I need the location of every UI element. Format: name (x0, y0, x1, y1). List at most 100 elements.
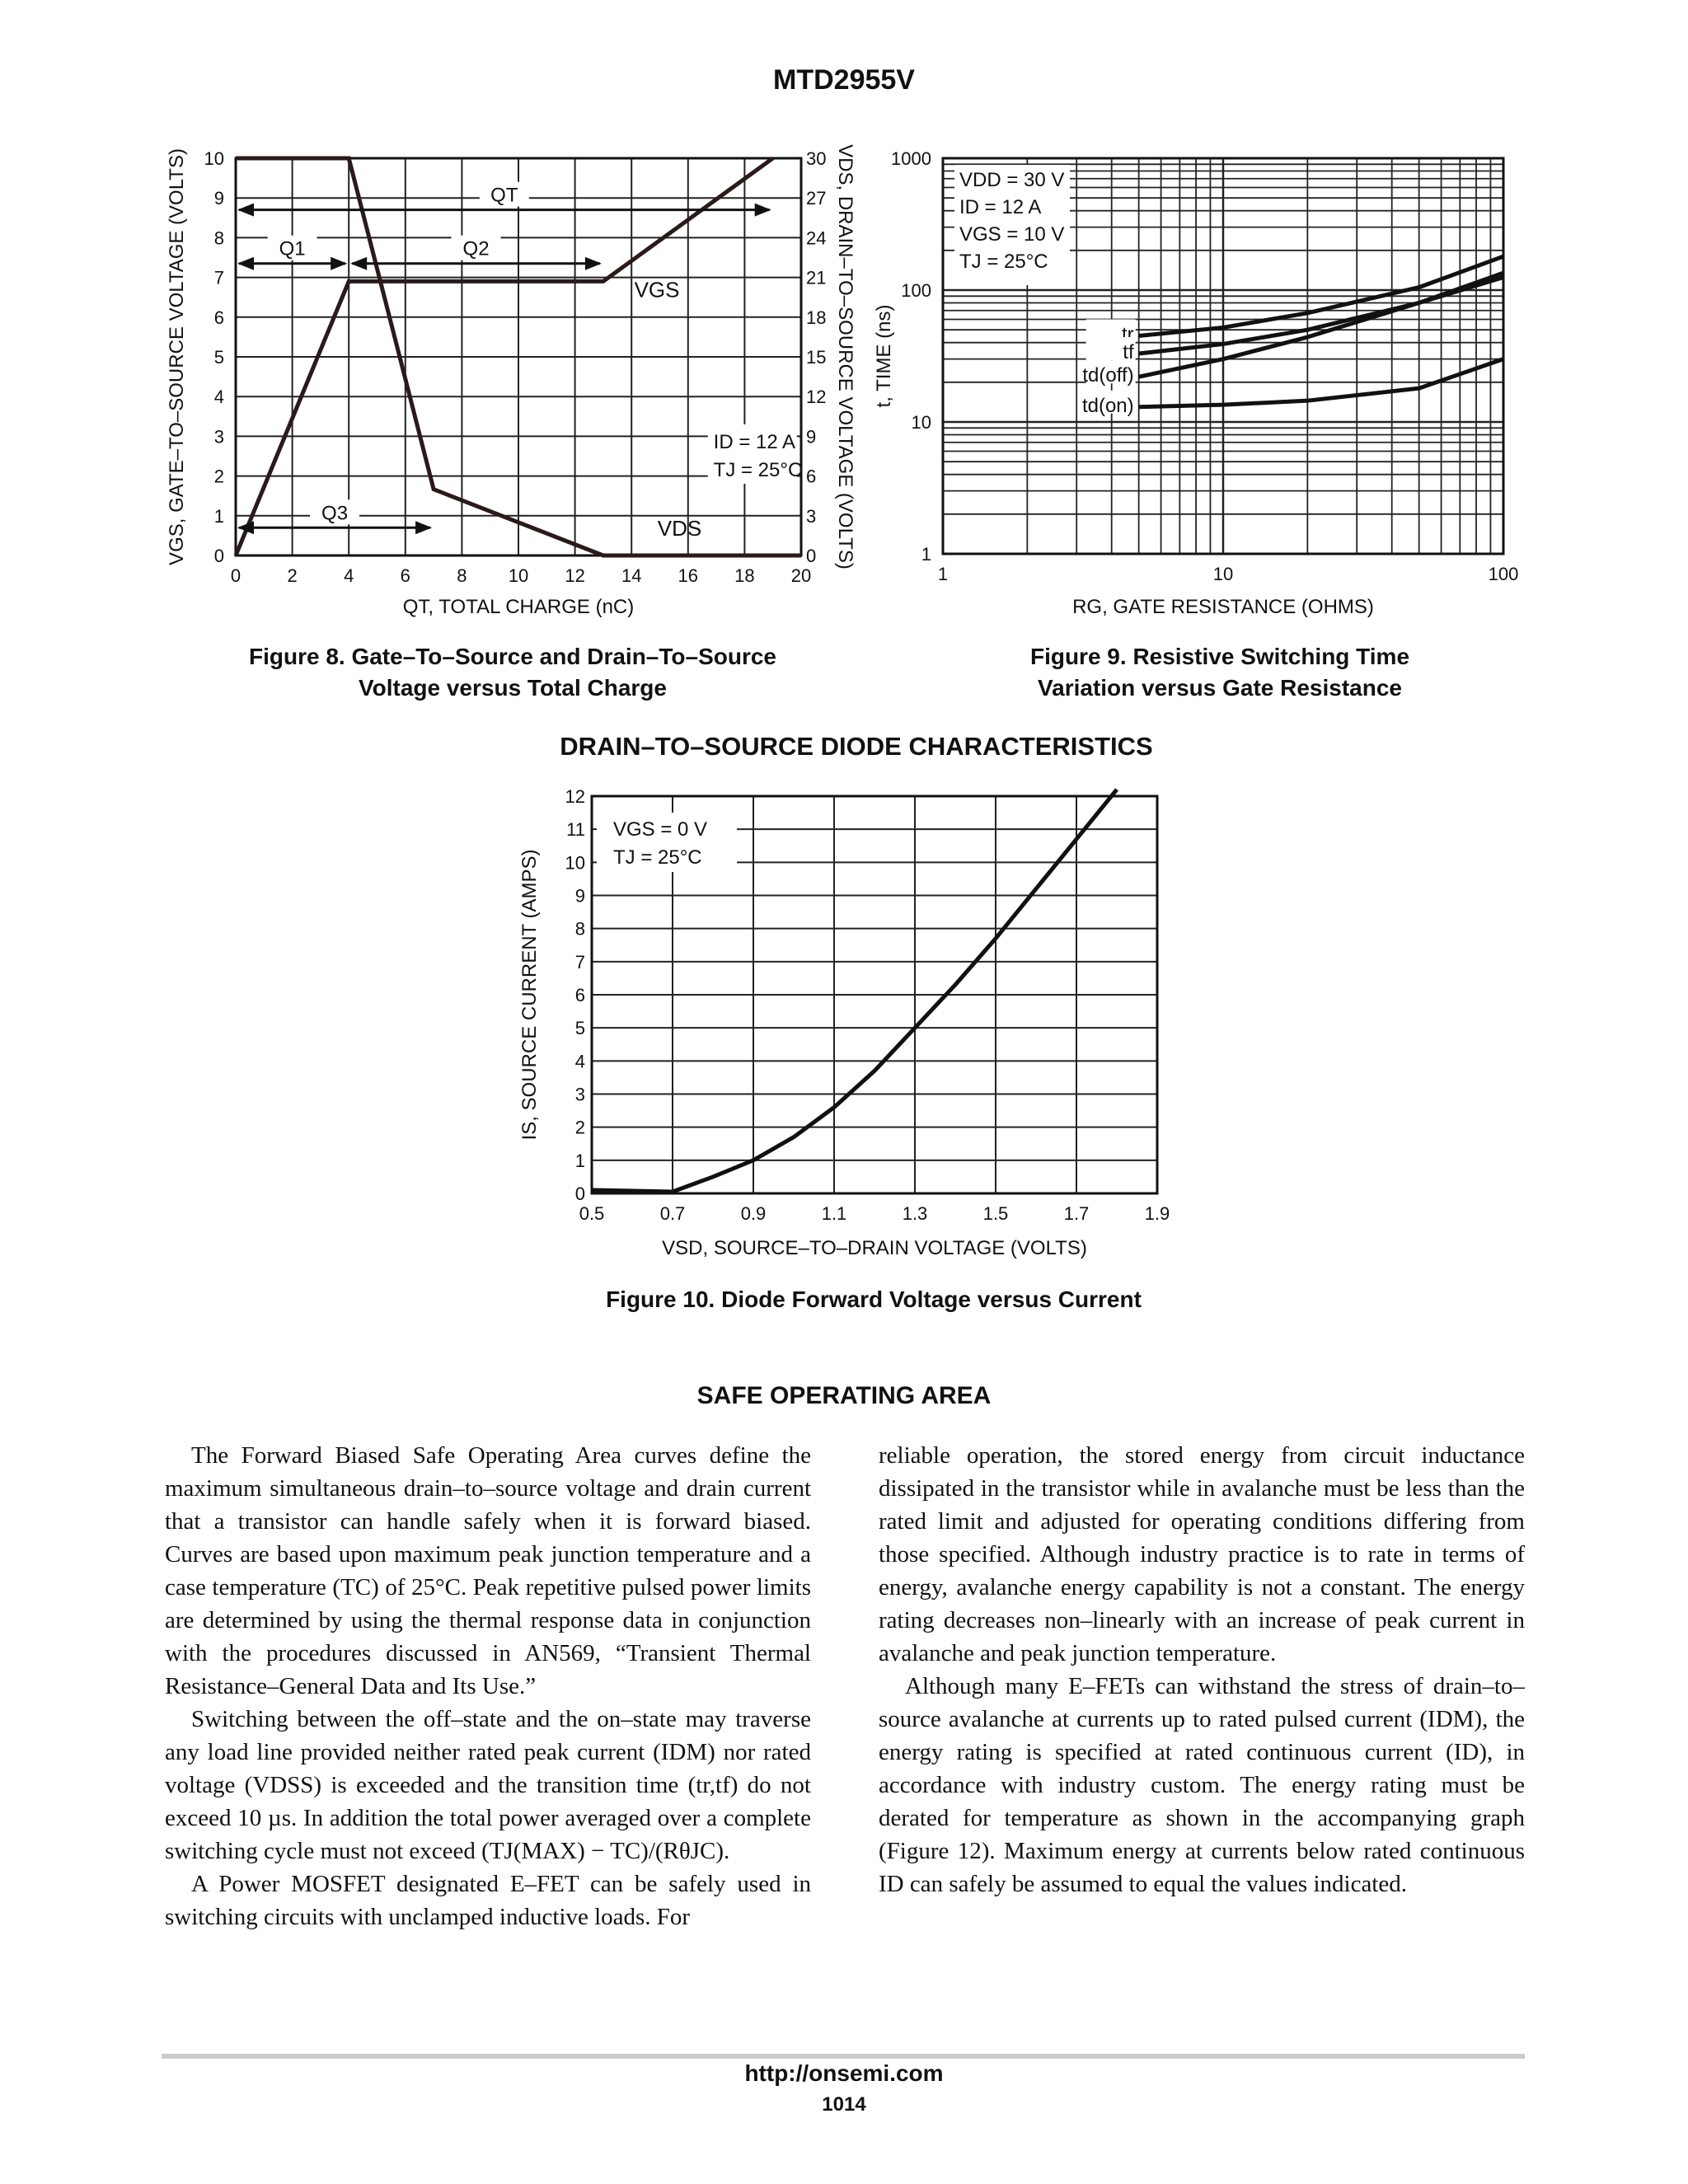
series-line-tdoff (1138, 275, 1504, 379)
y2-tick-label: 3 (806, 506, 816, 527)
condition-text: TJ = 25°C (714, 459, 803, 481)
y-tick-label: 5 (575, 1018, 585, 1038)
gate-charge-chart: 0 2 4 6 8 10 12 14 16 18 2001234567891003691215182… (166, 144, 856, 618)
x-tick-label: 16 (678, 565, 698, 586)
footer-divider (162, 2054, 1525, 2059)
y-tick-label: 8 (575, 919, 585, 940)
soa-heading: SAFE OPERATING AREA (696, 1382, 992, 1409)
y-tick-label: 7 (575, 952, 585, 972)
series-line-tf (1138, 270, 1504, 356)
x-tick-label: 20 (791, 565, 811, 586)
y-tick-label: 2 (214, 466, 224, 487)
y-tick-label: 3 (214, 426, 224, 447)
series-label: td(off) (1082, 364, 1133, 387)
y-tick-label: 4 (575, 1051, 585, 1071)
condition-backdrop (597, 813, 737, 872)
y2-tick-label: 9 (806, 426, 816, 447)
x-tick-label: 14 (621, 565, 641, 586)
series-label: td(on) (1082, 395, 1134, 417)
paragraph: A Power MOSFET designated E–FET can be s… (165, 1871, 811, 1930)
plot-frame (590, 794, 1159, 1195)
dimension-label: QT (490, 185, 518, 207)
condition-text: VDD = 30 V (959, 169, 1064, 191)
arrowhead (754, 203, 771, 217)
series-label: tf (1123, 341, 1134, 363)
fig9-caption-line1: Figure 9. Resistive Switching Time (1029, 644, 1410, 669)
y2-axis-label: VDS, DRAIN–TO–SOURCE VOLTAGE (VOLTS) (834, 144, 856, 569)
page-number: 1014 (822, 2093, 866, 2116)
y-tick-label: 12 (565, 786, 585, 807)
arrowhead (584, 256, 602, 270)
x-tick-label: 6 (401, 565, 410, 586)
x-tick-label: 1.5 (983, 1203, 1009, 1224)
series-line-vds (236, 156, 801, 558)
y-tick-label: 1 (214, 506, 224, 527)
fig8-caption-line2: Voltage versus Total Charge (359, 675, 667, 701)
x-tick-label: 1.7 (1064, 1203, 1090, 1224)
y2-tick-label: 12 (806, 387, 826, 407)
x-tick-label: 0.5 (579, 1203, 605, 1224)
arrowhead (415, 521, 433, 535)
y-tick-label: 4 (214, 387, 224, 407)
y2-tick-label: 6 (806, 466, 816, 487)
y-tick-label: 6 (214, 307, 224, 328)
y-axis-label: IS, SOURCE CURRENT (AMPS) (518, 850, 541, 1141)
label-backdrop (479, 181, 529, 207)
condition-backdrop (707, 424, 797, 484)
x-tick-label: 4 (344, 565, 354, 586)
label-backdrop (451, 235, 501, 260)
y-axis-label: VGS, GATE–TO–SOURCE VOLTAGE (VOLTS) (166, 148, 188, 565)
x-tick-label: 0.7 (660, 1203, 686, 1224)
label-backdrop (267, 235, 317, 260)
x-tick-label: 1 (938, 564, 948, 584)
y-tick-label: 9 (575, 886, 585, 907)
y-tick-label: 10 (204, 148, 224, 169)
condition-backdrop (954, 165, 1070, 285)
switching-time-chart: 1 10 100 1 10 100 1000 RG, GATE RESISTANCE (OHM… (873, 148, 1518, 618)
fig10-caption: Figure 10. Diode Forward Voltage versus … (606, 1286, 1142, 1312)
y2-tick-label: 18 (806, 307, 826, 328)
arrowhead (237, 521, 254, 535)
label-backdrop (310, 499, 360, 525)
condition-text: TJ = 25°C (613, 846, 702, 869)
x-tick-label: 18 (734, 565, 754, 586)
series-line-tdon (1138, 357, 1504, 410)
y-tick-label: 8 (214, 227, 224, 248)
fig9-caption-line2: Variation versus Gate Resistance (1038, 675, 1402, 701)
y-tick-label: 100 (901, 280, 931, 301)
series-line-is (591, 788, 1118, 1194)
x-tick-label: 1.3 (903, 1203, 928, 1224)
diode-forward-chart: 0.5 0.7 0.9 1.1 1.3 1.5 1.7 1.90123456789101112… (518, 786, 1170, 1259)
dimension-label: Q3 (321, 502, 348, 524)
dimension-label: Q2 (463, 238, 490, 260)
plot-frame (941, 157, 1505, 555)
y2-tick-label: 21 (806, 268, 826, 288)
x-axis-label: RG, GATE RESISTANCE (OHMS) (1072, 596, 1374, 618)
y-tick-label: 11 (566, 819, 585, 840)
y-tick-label: 2 (575, 1118, 585, 1138)
arrowhead (237, 203, 254, 217)
diode-section-heading: DRAIN–TO–SOURCE DIODE CHARACTERISTICS (560, 732, 1153, 761)
x-tick-label: 8 (457, 565, 467, 586)
y-tick-label: 10 (912, 412, 931, 433)
y-tick-label: 0 (214, 546, 224, 566)
paragraph: reliable operation, the stored energy fr… (879, 1442, 1525, 1666)
right-text-column: reliable operation, the stored energy fr… (879, 1439, 1525, 1900)
label-backdrop (1085, 337, 1136, 361)
arrowhead (350, 256, 368, 270)
condition-text: ID = 12 A (959, 196, 1041, 218)
page-title: MTD2955V (773, 64, 915, 96)
arrowhead (237, 256, 254, 270)
x-tick-label: 2 (287, 565, 297, 586)
x-tick-label: 1.9 (1145, 1203, 1170, 1224)
y-tick-label: 1000 (891, 148, 931, 169)
paragraph: Although many E–FETs can withstand the s… (879, 1673, 1525, 1897)
y2-tick-label: 27 (806, 188, 826, 209)
condition-text: TJ = 25°C (959, 251, 1048, 273)
y-tick-label: 1 (575, 1151, 585, 1171)
x-tick-label: 0 (231, 565, 241, 586)
y2-tick-label: 0 (806, 546, 816, 566)
series-line-vgs (233, 156, 775, 556)
series-label-vgs: VGS (635, 278, 680, 302)
label-backdrop (1085, 390, 1136, 414)
